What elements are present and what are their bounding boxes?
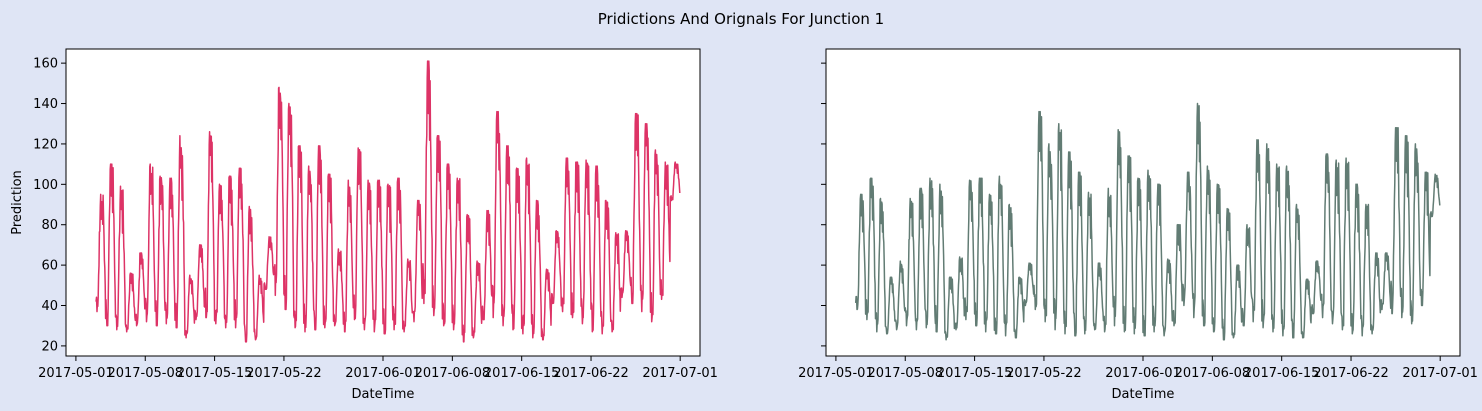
x-tick-label: 2017-05-22 [246,366,322,381]
chart-panel-left: 20 40 60 80 100 120 140 160 2017-05-012017-05-0… [10,48,718,402]
plot-frame-right [825,48,1461,357]
x-tick-label: 2017-05-15 [177,366,253,381]
x-tick-label: 2017-05-08 [867,366,943,381]
x-tick-label: 2017-05-08 [107,366,183,381]
y-tick-label: 100 [33,178,58,193]
x-tick-label: 2017-06-01 [1105,366,1181,381]
x-axis-right: 2017-05-012017-05-082017-05-152017-05-22… [798,356,1478,381]
x-axis-left: 2017-05-012017-05-082017-05-152017-05-22… [38,356,718,381]
x-axis-label-right: DateTime [1112,387,1175,402]
x-tick-label: 2017-06-22 [553,366,629,381]
x-tick-label: 2017-05-22 [1006,366,1082,381]
x-tick-label: 2017-05-15 [937,366,1013,381]
x-tick-label: 2017-06-15 [484,366,560,381]
x-tick-label: 2017-05-01 [798,366,874,381]
y-tick-label: 20 [41,339,58,354]
y-axis-left: 20 40 60 80 100 120 140 160 [33,57,66,354]
y-tick-label: 40 [41,299,58,314]
x-axis-label-left: DateTime [352,387,415,402]
y-tick-label: 120 [33,137,58,152]
x-tick-label: 2017-07-01 [642,366,718,381]
plot-frame-left [65,48,701,357]
x-tick-label: 2017-06-08 [415,366,491,381]
x-tick-label: 2017-06-22 [1313,366,1389,381]
y-axis-right [821,62,826,347]
figure-title: Pridictions And Orignals For Junction 1 [598,10,884,28]
series-line-prediction [95,60,681,343]
x-tick-label: 2017-07-01 [1402,366,1478,381]
chart-panel-right: 2017-05-012017-05-082017-05-152017-05-22… [798,48,1478,402]
y-axis-label-left: Prediction [10,170,25,235]
y-tick-label: 60 [41,259,58,274]
x-tick-label: 2017-05-01 [38,366,114,381]
x-tick-label: 2017-06-08 [1175,366,1251,381]
y-tick-label: 160 [33,57,58,72]
series-line-original [854,102,1441,341]
x-tick-label: 2017-06-01 [345,366,421,381]
y-tick-label: 140 [33,97,58,112]
y-tick-label: 80 [41,218,58,233]
x-tick-label: 2017-06-15 [1244,366,1320,381]
